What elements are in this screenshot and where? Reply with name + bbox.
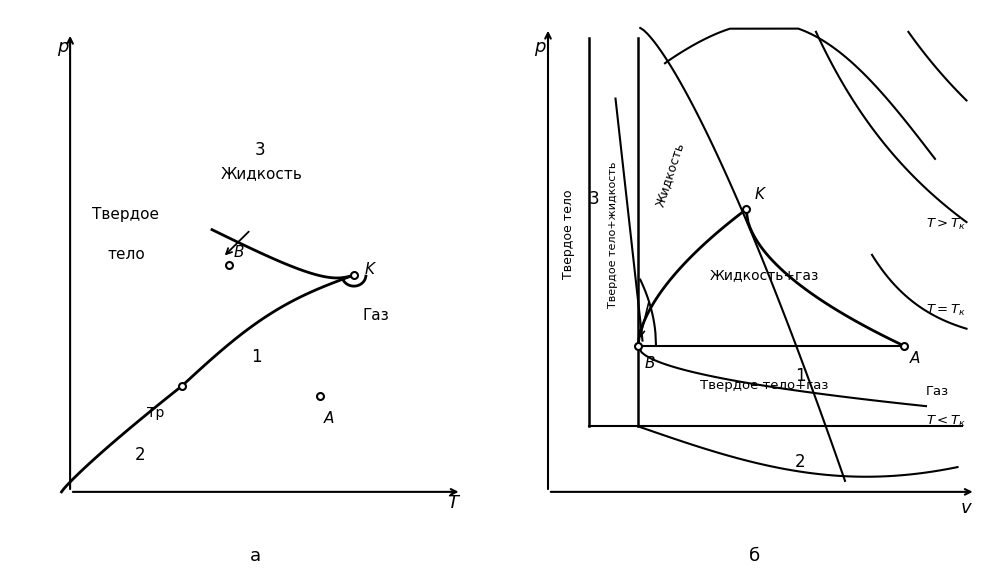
Text: Твердое тело+газ: Твердое тело+газ bbox=[700, 379, 828, 393]
Text: тело: тело bbox=[107, 248, 145, 262]
Text: K: K bbox=[365, 262, 375, 277]
Text: а: а bbox=[249, 547, 261, 566]
Text: 2: 2 bbox=[135, 446, 145, 465]
Text: 3: 3 bbox=[589, 190, 600, 209]
Text: 1: 1 bbox=[251, 348, 261, 366]
Text: A: A bbox=[324, 411, 334, 426]
Text: Жидкость: Жидкость bbox=[654, 140, 687, 208]
Text: Твердое тело+жидкость: Твердое тело+жидкость bbox=[608, 162, 618, 308]
Text: $T < T_к$: $T < T_к$ bbox=[926, 414, 966, 429]
Text: Твердое тело: Твердое тело bbox=[562, 190, 575, 280]
Text: 2: 2 bbox=[795, 453, 805, 470]
Text: б: б bbox=[749, 547, 761, 566]
Text: T: T bbox=[447, 494, 458, 512]
Text: p: p bbox=[534, 38, 546, 56]
Text: 3: 3 bbox=[255, 141, 266, 159]
Text: $T > T_к$: $T > T_к$ bbox=[926, 217, 966, 232]
Text: Твердое: Твердое bbox=[92, 207, 160, 222]
Text: Жидкость+газ: Жидкость+газ bbox=[709, 268, 819, 282]
Text: K: K bbox=[755, 187, 765, 202]
Text: Газ: Газ bbox=[926, 384, 949, 398]
Text: $T = T_к$: $T = T_к$ bbox=[926, 303, 966, 318]
Text: Тр: Тр bbox=[147, 406, 165, 420]
Text: A: A bbox=[910, 351, 921, 366]
Text: Жидкость: Жидкость bbox=[221, 167, 302, 182]
Text: p: p bbox=[57, 38, 69, 56]
Text: B: B bbox=[234, 245, 244, 260]
Text: v: v bbox=[961, 499, 972, 517]
Text: Газ: Газ bbox=[362, 308, 389, 323]
Text: B: B bbox=[645, 356, 655, 371]
Text: 1: 1 bbox=[795, 367, 805, 385]
